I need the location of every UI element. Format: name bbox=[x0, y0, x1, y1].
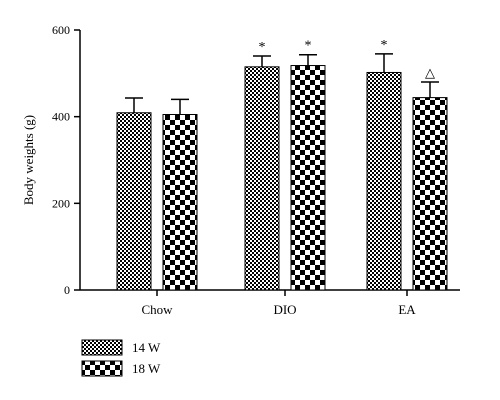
x-tick-labels: Chow DIO EA bbox=[141, 302, 416, 317]
x-tick-label: EA bbox=[398, 302, 416, 317]
x-tick-label: Chow bbox=[141, 302, 173, 317]
triangle-marker: △ bbox=[425, 65, 435, 80]
bars bbox=[116, 65, 448, 291]
y-tick-label: 0 bbox=[64, 283, 70, 297]
bar-14w-dio bbox=[244, 66, 280, 291]
significance-markers: * * * △ bbox=[259, 38, 436, 80]
legend-swatch-14w bbox=[81, 339, 123, 356]
y-tick-label: 600 bbox=[52, 23, 70, 37]
asterisk-marker: * bbox=[259, 40, 266, 55]
legend-label: 18 W bbox=[132, 361, 161, 376]
legend-label: 14 W bbox=[132, 340, 161, 355]
y-axis-label: Body weights (g) bbox=[21, 115, 36, 205]
bar-14w-chow bbox=[116, 112, 152, 291]
y-tick-label: 400 bbox=[52, 110, 70, 124]
bar-18w-dio bbox=[290, 65, 326, 291]
legend-swatch-18w bbox=[81, 360, 123, 377]
x-tick-label: DIO bbox=[273, 302, 296, 317]
legend: 14 W 18 W bbox=[81, 339, 161, 377]
error-bars bbox=[125, 53, 439, 115]
asterisk-marker: * bbox=[305, 39, 312, 54]
y-tick-labels: 0 200 400 600 bbox=[52, 23, 70, 297]
bar-18w-ea bbox=[412, 97, 448, 291]
asterisk-marker: * bbox=[381, 38, 388, 53]
bar-18w-chow bbox=[162, 114, 198, 291]
bar-14w-ea bbox=[366, 71, 402, 291]
y-tick-label: 200 bbox=[52, 196, 70, 210]
